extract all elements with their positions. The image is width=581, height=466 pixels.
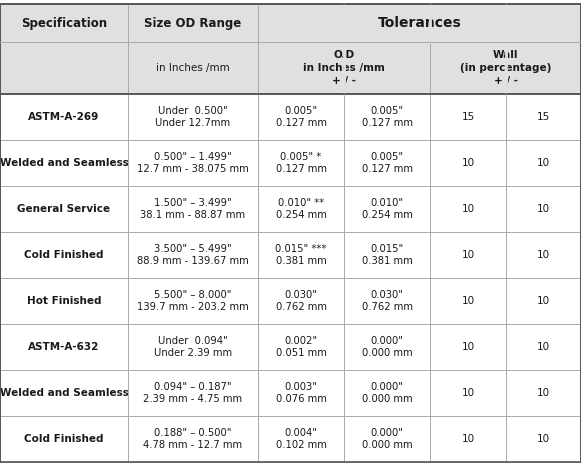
Text: 0.094" – 0.187"
2.39 mm - 4.75 mm: 0.094" – 0.187" 2.39 mm - 4.75 mm (144, 382, 242, 404)
Text: 0.030"
0.762 mm: 0.030" 0.762 mm (275, 289, 327, 312)
Text: 0.030"
0.762 mm: 0.030" 0.762 mm (361, 289, 413, 312)
Text: ASTM-A-632: ASTM-A-632 (28, 342, 100, 352)
Text: 0.010" **
0.254 mm: 0.010" ** 0.254 mm (275, 198, 327, 220)
Text: Cold Finished: Cold Finished (24, 250, 104, 260)
Text: Wall
(in percentage)
+ / -: Wall (in percentage) + / - (460, 50, 551, 86)
Text: Welded and Seamless: Welded and Seamless (0, 388, 128, 398)
Text: 0.005"
0.127 mm: 0.005" 0.127 mm (275, 106, 327, 129)
Text: 15: 15 (537, 112, 550, 122)
Text: 0.005"
0.127 mm: 0.005" 0.127 mm (361, 106, 413, 129)
Text: Under  0.094"
Under 2.39 mm: Under 0.094" Under 2.39 mm (154, 336, 232, 358)
Text: ASTM-A-269: ASTM-A-269 (28, 112, 99, 122)
Text: 0.015" ***
0.381 mm: 0.015" *** 0.381 mm (275, 244, 327, 267)
Bar (0, 370, 581, 416)
Text: Cold Finished: Cold Finished (24, 434, 104, 444)
Text: in Inches /mm: in Inches /mm (156, 63, 230, 73)
Bar (0, 42, 581, 94)
Text: 10: 10 (461, 434, 475, 444)
Text: 5.500" – 8.000"
139.7 mm - 203.2 mm: 5.500" – 8.000" 139.7 mm - 203.2 mm (137, 289, 249, 312)
Text: General Service: General Service (17, 204, 110, 214)
Text: 10: 10 (537, 296, 550, 306)
Bar (0, 324, 581, 370)
Text: O.D
in Inches /mm
+ / -: O.D in Inches /mm + / - (303, 50, 385, 86)
Text: 10: 10 (537, 204, 550, 214)
Text: 1.500" – 3.499"
38.1 mm - 88.87 mm: 1.500" – 3.499" 38.1 mm - 88.87 mm (141, 198, 246, 220)
Bar (0, 416, 581, 462)
Text: 10: 10 (537, 342, 550, 352)
Text: 0.003"
0.076 mm: 0.003" 0.076 mm (275, 382, 327, 404)
Text: 0.015"
0.381 mm: 0.015" 0.381 mm (361, 244, 413, 267)
Text: 0.000"
0.000 mm: 0.000" 0.000 mm (362, 428, 413, 451)
Bar (0, 94, 581, 140)
Text: 10: 10 (461, 158, 475, 168)
Text: 0.004"
0.102 mm: 0.004" 0.102 mm (275, 428, 327, 451)
Text: 3.500" – 5.499"
88.9 mm - 139.67 mm: 3.500" – 5.499" 88.9 mm - 139.67 mm (137, 244, 249, 267)
Text: 10: 10 (537, 250, 550, 260)
Bar (0, 232, 581, 278)
Text: 10: 10 (537, 158, 550, 168)
Text: 10: 10 (461, 204, 475, 214)
Text: Under  0.500"
Under 12.7mm: Under 0.500" Under 12.7mm (156, 106, 231, 129)
Text: 10: 10 (537, 388, 550, 398)
Text: 0.010"
0.254 mm: 0.010" 0.254 mm (361, 198, 413, 220)
Text: 10: 10 (461, 342, 475, 352)
Text: 10: 10 (537, 434, 550, 444)
Text: Tolerances: Tolerances (378, 16, 461, 30)
Bar (0, 4, 581, 42)
Text: 0.000"
0.000 mm: 0.000" 0.000 mm (362, 382, 413, 404)
Text: 10: 10 (461, 388, 475, 398)
Bar (0, 278, 581, 324)
Text: 0.002"
0.051 mm: 0.002" 0.051 mm (275, 336, 327, 358)
Bar (0, 186, 581, 232)
Text: 0.005"
0.127 mm: 0.005" 0.127 mm (361, 151, 413, 174)
Text: Welded and Seamless: Welded and Seamless (0, 158, 128, 168)
Text: 0.500" – 1.499"
12.7 mm - 38.075 mm: 0.500" – 1.499" 12.7 mm - 38.075 mm (137, 151, 249, 174)
Text: 0.188" – 0.500"
4.78 mm - 12.7 mm: 0.188" – 0.500" 4.78 mm - 12.7 mm (144, 428, 242, 451)
Text: 0.005" *
0.127 mm: 0.005" * 0.127 mm (275, 151, 327, 174)
Text: 10: 10 (461, 296, 475, 306)
Text: Hot Finished: Hot Finished (27, 296, 101, 306)
Text: Specification: Specification (21, 16, 107, 29)
Text: 15: 15 (461, 112, 475, 122)
Text: Size OD Range: Size OD Range (144, 16, 242, 29)
Text: 0.000"
0.000 mm: 0.000" 0.000 mm (362, 336, 413, 358)
Bar (0, 140, 581, 186)
Text: 10: 10 (461, 250, 475, 260)
